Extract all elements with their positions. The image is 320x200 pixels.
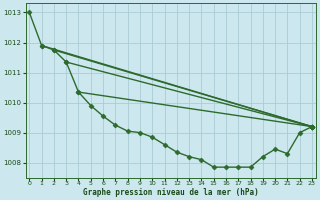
X-axis label: Graphe pression niveau de la mer (hPa): Graphe pression niveau de la mer (hPa) [83, 188, 259, 197]
